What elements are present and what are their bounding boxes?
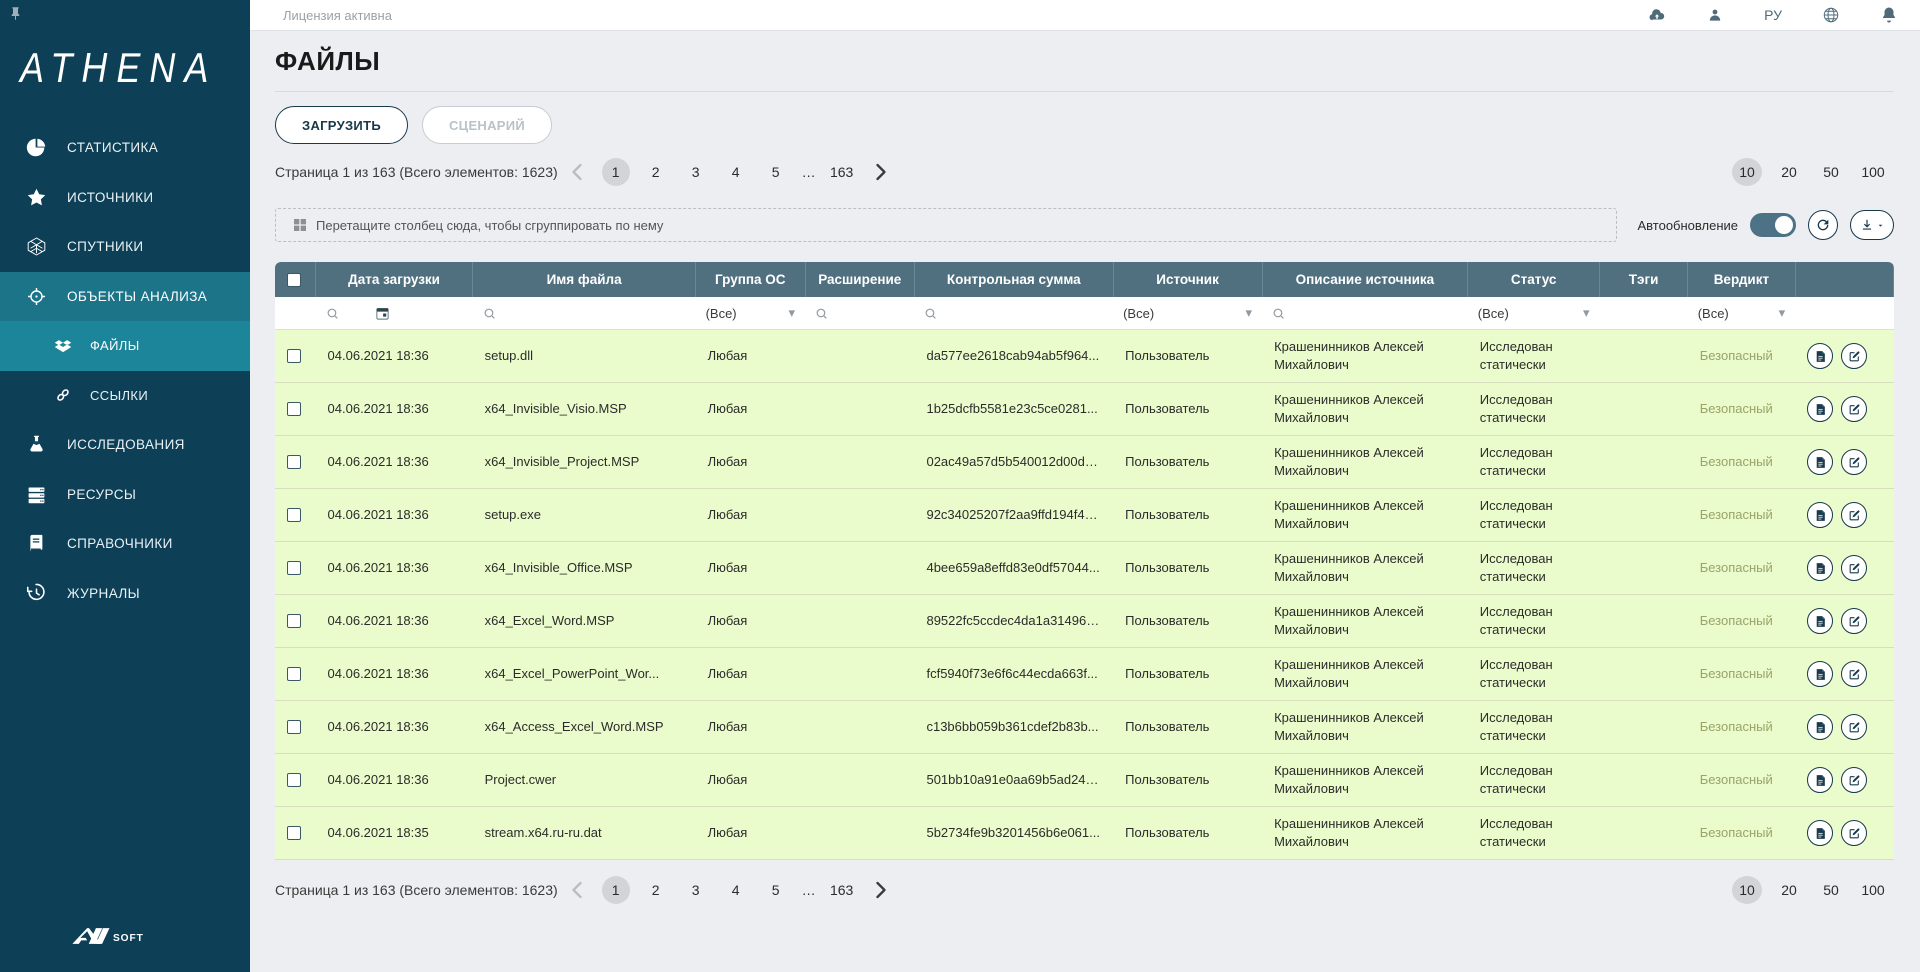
svg-text:SOFT: SOFT [113,933,144,944]
